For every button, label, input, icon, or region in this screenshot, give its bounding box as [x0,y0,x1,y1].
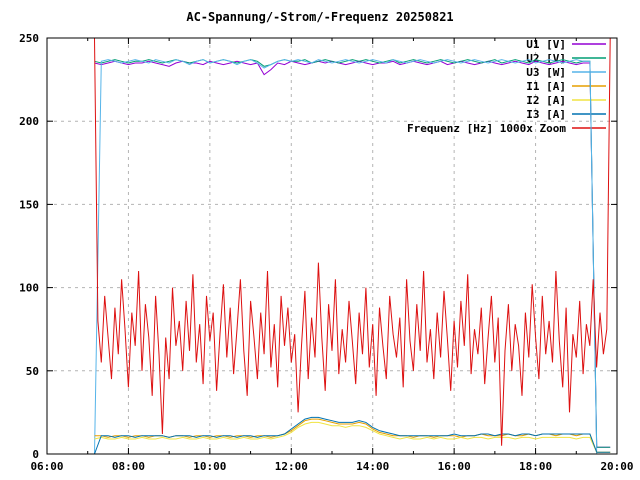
legend-label: U1 [V] [526,38,566,51]
legend-label: Frequenz [Hz] 1000x Zoom [407,122,566,135]
legend-label: U3 [W] [526,66,566,79]
x-tick-label: 14:00 [356,460,389,473]
x-tick-label: 08:00 [112,460,145,473]
legend-label: I1 [A] [526,80,566,93]
series-line-I1 [94,418,611,453]
x-tick-label: 16:00 [438,460,471,473]
y-tick-label: 250 [19,32,39,45]
series-line-U1 [94,60,611,448]
series-line-I3 [94,416,611,455]
legend-label: I3 [A] [526,108,566,121]
series-line-I2 [94,421,611,453]
series-line-Frequenz [94,37,611,446]
x-tick-label: 12:00 [275,460,308,473]
x-tick-label: 10:00 [193,460,226,473]
series-line-U3 [94,59,611,455]
y-tick-label: 50 [26,365,39,378]
chart-title: AC-Spannung/-Strom/-Frequenz 20250821 [186,10,454,24]
x-tick-label: 20:00 [600,460,633,473]
legend-label: I2 [A] [526,94,566,107]
x-tick-label: 18:00 [519,460,552,473]
y-tick-label: 150 [19,198,39,211]
y-tick-label: 0 [32,448,39,461]
x-tick-label: 06:00 [30,460,63,473]
y-tick-label: 100 [19,282,39,295]
y-tick-label: 200 [19,115,39,128]
